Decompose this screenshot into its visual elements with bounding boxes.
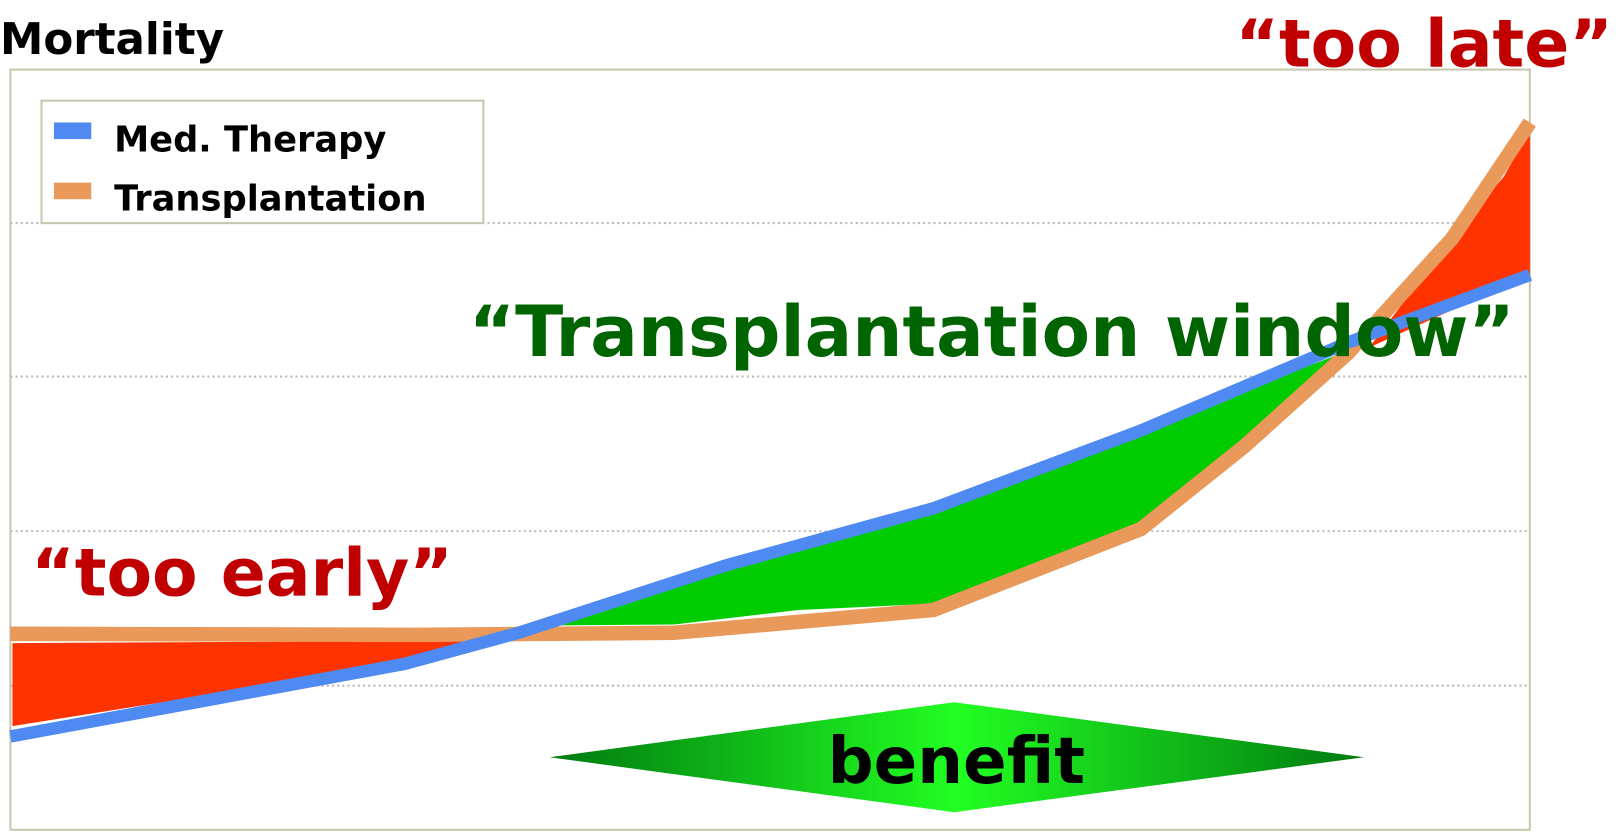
annotation: “too late” [1235, 4, 1612, 82]
legend-swatch [53, 182, 92, 200]
axis-title: Mortality [0, 15, 224, 65]
annotation: “Transplantation window” [469, 291, 1515, 373]
annotation: “too early” [31, 533, 453, 611]
legend-box [40, 99, 485, 225]
benefit-arrow [549, 702, 1364, 813]
legend-swatch [53, 122, 92, 140]
legend-label: Med. Therapy [114, 120, 386, 161]
legend-label: Transplantation [114, 179, 427, 220]
early-area [12, 632, 509, 727]
annotation: benefit [828, 724, 1085, 799]
therapy-curve [9, 269, 1533, 743]
plot-frame [9, 68, 1531, 831]
